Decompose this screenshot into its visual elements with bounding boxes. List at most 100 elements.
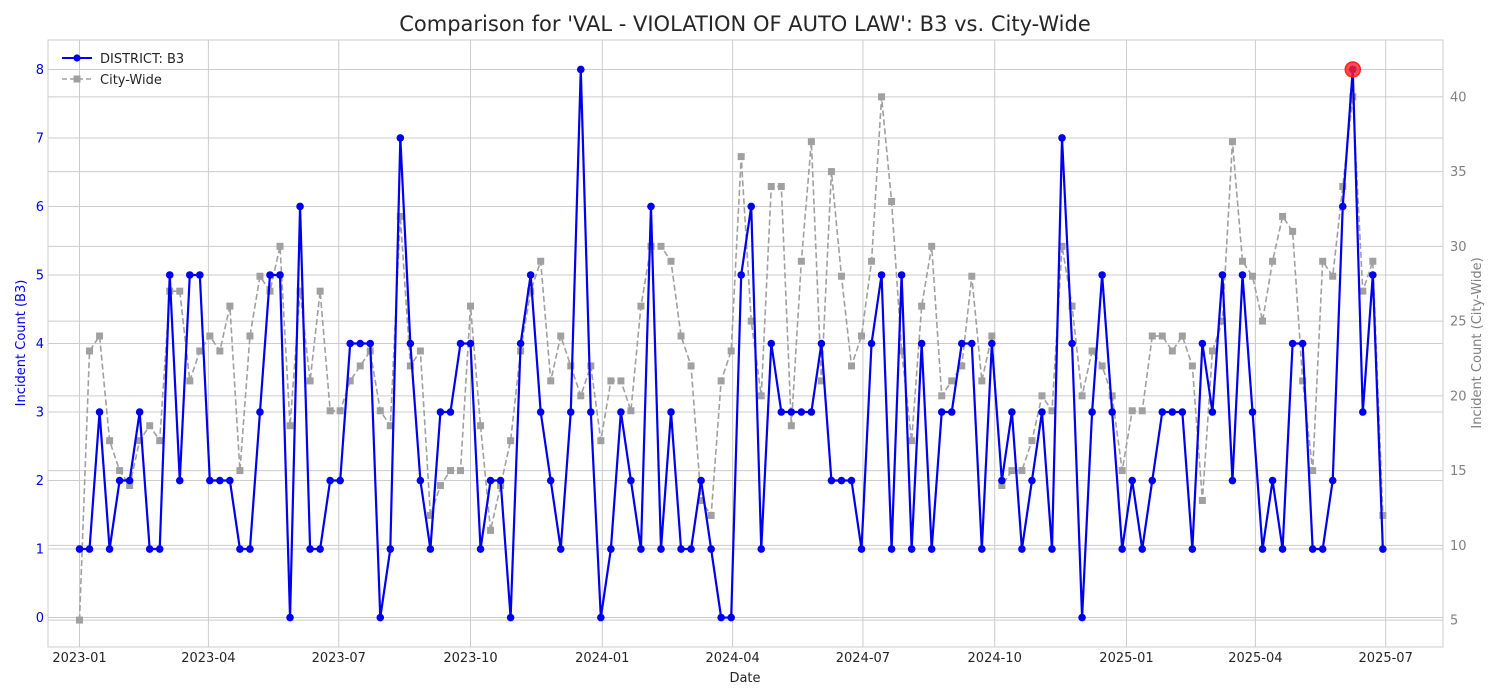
y-left-tick-label-3: 3 [36, 406, 44, 421]
point-citywide-113 [1208, 347, 1216, 355]
point-b3-30 [376, 613, 385, 622]
point-citywide-20 [276, 242, 284, 250]
point-citywide-26 [336, 407, 344, 415]
point-b3-74 [817, 339, 826, 348]
point-citywide-115 [1228, 138, 1236, 146]
point-citywide-120 [1279, 212, 1287, 220]
point-citywide-124 [1319, 257, 1327, 265]
peak-highlight-marker [1344, 61, 1362, 78]
point-b3-80 [877, 271, 886, 279]
point-b3-119 [1268, 476, 1277, 485]
point-b3-9 [165, 271, 174, 279]
point-b3-23 [306, 545, 314, 553]
point-b3-84 [917, 339, 926, 348]
point-b3-2 [95, 408, 104, 416]
point-b3-114 [1218, 271, 1227, 279]
point-citywide-123 [1309, 467, 1317, 475]
point-citywide-67 [747, 317, 755, 325]
point-citywide-59 [667, 257, 675, 265]
point-citywide-0 [76, 616, 84, 624]
point-b3-82 [897, 271, 906, 279]
point-b3-12 [196, 271, 204, 279]
point-b3-75 [827, 476, 836, 485]
point-citywide-8 [156, 437, 164, 445]
point-citywide-46 [537, 257, 545, 265]
point-b3-26 [336, 476, 344, 485]
point-citywide-99 [1068, 302, 1076, 310]
point-b3-49 [566, 408, 575, 416]
point-citywide-17 [246, 332, 254, 340]
point-citywide-110 [1178, 332, 1186, 340]
point-citywide-81 [888, 197, 896, 205]
y-left-tick-label-5: 5 [36, 268, 44, 283]
point-b3-48 [556, 545, 565, 553]
y-left-tick-label-1: 1 [36, 543, 44, 558]
point-b3-19 [266, 271, 274, 279]
point-b3-102 [1098, 271, 1106, 279]
y-right-tick-label-7: 40 [1450, 90, 1467, 105]
point-b3-42 [496, 476, 505, 485]
point-citywide-53 [607, 377, 615, 385]
point-citywide-64 [717, 377, 725, 385]
point-b3-108 [1158, 408, 1167, 416]
point-citywide-11 [186, 377, 194, 385]
point-citywide-58 [657, 242, 665, 250]
point-b3-83 [907, 545, 916, 553]
point-b3-120 [1278, 545, 1287, 553]
point-b3-68 [757, 545, 766, 553]
point-b3-50 [576, 65, 585, 74]
x-axis-ticks: 2023-01 2023-04 2023-07 2023-10 2024-01 2024-… [52, 651, 1413, 666]
point-b3-25 [326, 476, 334, 485]
point-citywide-119 [1269, 257, 1277, 265]
point-citywide-28 [356, 362, 364, 370]
point-b3-35 [426, 545, 435, 553]
point-b3-63 [707, 545, 715, 553]
x-tick-label-9: 2025-04 [1228, 651, 1282, 666]
point-citywide-96 [1038, 392, 1046, 400]
point-citywide-33 [406, 362, 414, 370]
point-citywide-75 [827, 168, 835, 176]
point-citywide-87 [948, 377, 956, 385]
point-citywide-66 [737, 153, 745, 161]
point-citywide-23 [306, 377, 314, 385]
point-citywide-3 [106, 437, 114, 445]
point-b3-54 [617, 408, 625, 416]
point-b3-69 [767, 339, 776, 348]
point-b3-86 [937, 408, 946, 416]
point-citywide-25 [326, 407, 334, 415]
point-b3-8 [155, 545, 164, 553]
point-b3-40 [476, 545, 485, 553]
chart-title: Comparison for 'VAL - VIOLATION OF AUTO … [399, 12, 1091, 36]
right-y-axis-ticks: 5 10 15 20 25 30 35 40 [1450, 90, 1467, 628]
point-citywide-65 [727, 347, 735, 355]
point-b3-93 [1008, 408, 1016, 416]
point-b3-17 [246, 545, 254, 553]
point-citywide-129 [1369, 257, 1377, 265]
point-b3-24 [316, 545, 324, 553]
point-citywide-104 [1118, 467, 1126, 475]
point-citywide-47 [547, 377, 555, 385]
point-b3-10 [175, 476, 184, 485]
point-b3-118 [1258, 545, 1267, 553]
point-citywide-40 [477, 422, 485, 430]
left-y-axis-title: Incident Count (B3) [14, 280, 29, 407]
point-b3-88 [957, 339, 966, 348]
x-tick-label-1: 2023-04 [181, 651, 235, 666]
y-right-tick-label-6: 35 [1450, 165, 1467, 180]
point-b3-4 [115, 476, 124, 485]
point-citywide-14 [216, 347, 224, 355]
point-citywide-77 [847, 362, 855, 370]
point-b3-34 [416, 476, 425, 485]
point-b3-115 [1228, 476, 1237, 485]
point-citywide-71 [787, 422, 795, 430]
point-citywide-48 [557, 332, 565, 340]
point-citywide-43 [507, 437, 515, 445]
x-tick-label-0: 2023-01 [52, 651, 106, 666]
point-b3-0 [75, 545, 84, 553]
point-b3-64 [717, 613, 725, 622]
point-citywide-80 [878, 93, 886, 101]
point-citywide-101 [1088, 347, 1096, 355]
point-b3-66 [737, 271, 745, 279]
point-citywide-125 [1329, 272, 1337, 280]
series-layer [75, 61, 1387, 624]
